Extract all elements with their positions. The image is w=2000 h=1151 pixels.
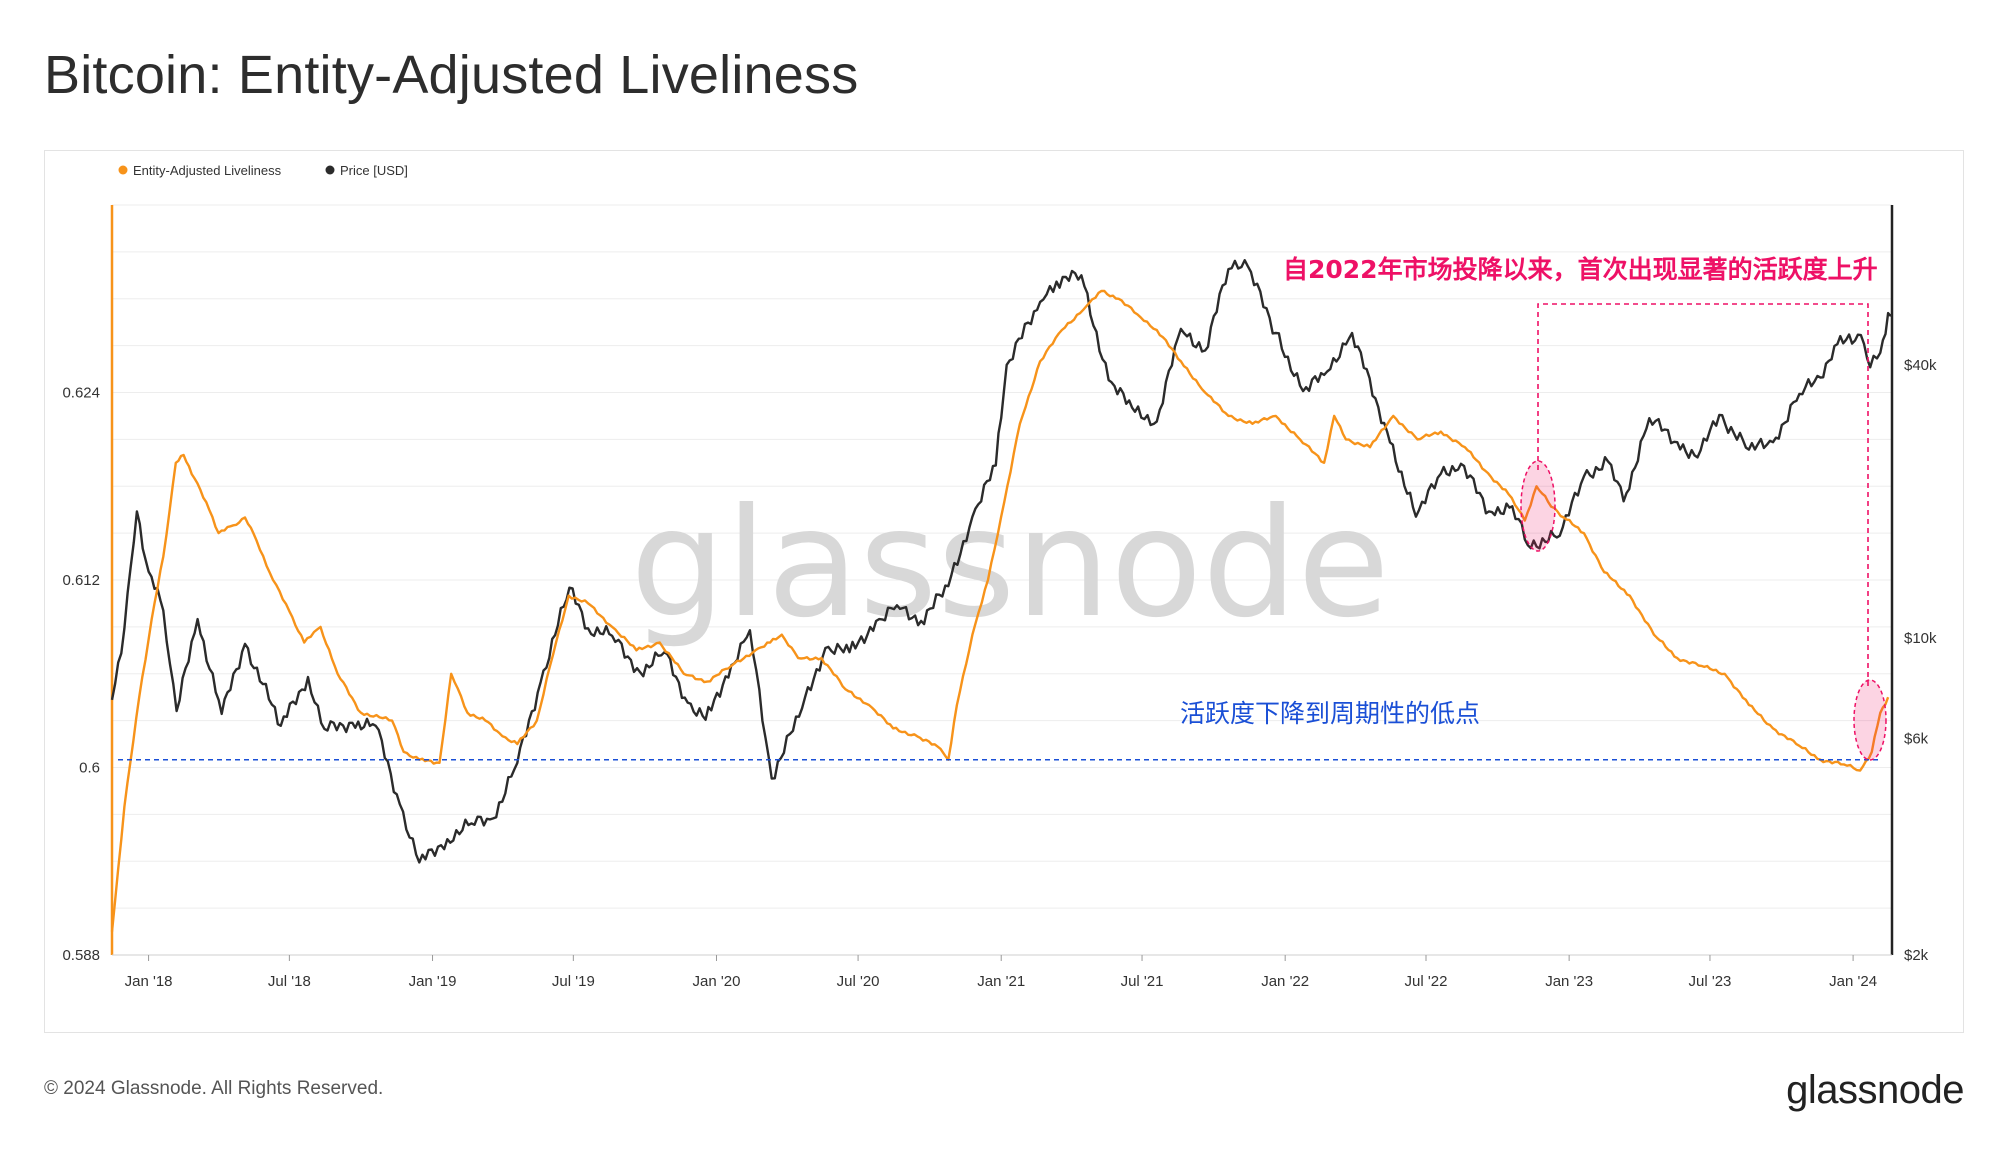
axis-ticks: Jan '18 Jul '18 Jan '19 Jul '19 Jan '20 Jul '… <box>62 357 1937 990</box>
y-left-tick-label: 0.588 <box>62 947 100 964</box>
rise-highlight-box <box>1537 303 1869 690</box>
y-right-tick-label: $40k <box>1904 357 1937 374</box>
y-left-tick-label: 0.6 <box>79 760 100 777</box>
legend-price-label: Price [USD] <box>340 163 408 178</box>
cycle-low-annotation: 活跃度下降到周期性的低点 <box>1180 699 1480 728</box>
x-tick-label: Jan '18 <box>125 973 173 990</box>
x-tick-label: Jul '20 <box>837 973 880 990</box>
highlight-ellipse-2024 <box>1853 679 1887 761</box>
chart-panel <box>44 150 1964 1033</box>
x-tick-label: Jan '23 <box>1545 973 1593 990</box>
x-tick-label: Jul '22 <box>1405 973 1448 990</box>
y-right-tick-label: $10k <box>1904 630 1937 647</box>
x-tick-label: Jan '21 <box>977 973 1025 990</box>
y-left-tick-label: 0.624 <box>62 385 100 402</box>
legend-liveliness-dot <box>118 165 128 175</box>
annotations: 活跃度下降到周期性的低点 自2022年市场投降以来，首次出现显著的活跃度上升 <box>118 255 1887 761</box>
x-tick-label: Jan '20 <box>693 973 741 990</box>
x-tick-label: Jan '24 <box>1829 973 1877 990</box>
rise-annotation: 自2022年市场投降以来，首次出现显著的活跃度上升 <box>1283 255 1878 284</box>
watermark: glassnode <box>630 477 1389 651</box>
highlight-ellipse-2022 <box>1520 460 1556 552</box>
x-tick-label: Jul '21 <box>1121 973 1164 990</box>
y-left-tick-label: 0.612 <box>62 572 100 589</box>
x-tick-label: Jul '23 <box>1689 973 1732 990</box>
copyright-footer: © 2024 Glassnode. All Rights Reserved. <box>44 1078 384 1099</box>
y-right-tick-label: $2k <box>1904 947 1929 964</box>
legend-liveliness-label: Entity-Adjusted Liveliness <box>133 163 282 178</box>
liveliness-series-line <box>110 289 1890 932</box>
x-tick-label: Jan '19 <box>409 973 457 990</box>
x-tick-label: Jul '19 <box>552 973 595 990</box>
x-tick-label: Jan '22 <box>1261 973 1309 990</box>
legend-price-dot <box>325 165 335 175</box>
series-lines <box>110 259 1893 932</box>
y-right-tick-label: $6k <box>1904 731 1929 748</box>
page-title: Bitcoin: Entity-Adjusted Liveliness <box>44 45 859 105</box>
legend: Entity-Adjusted Liveliness Price [USD] <box>118 163 408 178</box>
brand-logo: glassnode <box>1786 1068 1964 1112</box>
x-tick-label: Jul '18 <box>268 973 311 990</box>
axes <box>110 205 1894 956</box>
price-series-line <box>110 259 1893 864</box>
